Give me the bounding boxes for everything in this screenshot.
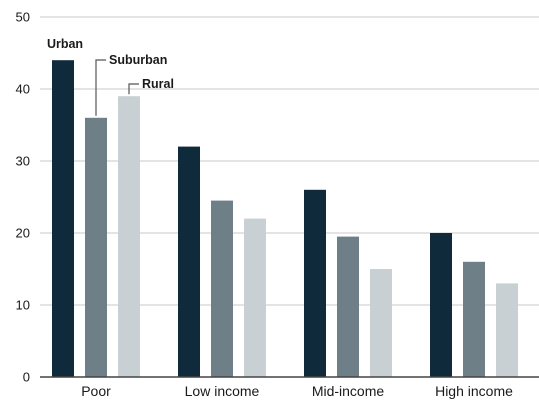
y-tick-label: 40	[16, 82, 30, 97]
bar	[463, 261, 485, 377]
bar	[52, 60, 74, 377]
y-tick-label: 0	[23, 370, 30, 385]
bar	[244, 218, 266, 377]
bar	[337, 236, 359, 377]
series-label-urban: Urban	[47, 37, 83, 51]
series-label-suburban: Suburban	[109, 53, 167, 67]
bar	[118, 96, 140, 377]
y-tick-label: 50	[16, 10, 30, 25]
series-labels: Urban Suburban Rural	[47, 37, 174, 116]
y-tick-label: 10	[16, 298, 30, 313]
x-category-label: Mid-income	[312, 383, 385, 399]
bar	[85, 117, 107, 378]
bar	[178, 146, 200, 377]
bars	[52, 60, 518, 378]
bar	[496, 283, 518, 377]
bar	[304, 189, 326, 377]
y-axis-ticks: 0 10 20 30 40 50	[16, 10, 30, 385]
leader-line-suburban	[95, 59, 106, 116]
x-category-label: Poor	[81, 383, 111, 399]
bar	[211, 200, 233, 377]
bar	[370, 269, 392, 377]
y-tick-label: 30	[16, 154, 30, 169]
series-label-rural: Rural	[142, 77, 174, 91]
leader-line-rural	[128, 83, 139, 95]
y-tick-label: 20	[16, 226, 30, 241]
bar	[430, 233, 452, 377]
x-category-label: Low income	[185, 383, 260, 399]
x-category-label: High income	[435, 383, 513, 399]
category-labels: Poor Low income Mid-income High income	[81, 383, 513, 399]
